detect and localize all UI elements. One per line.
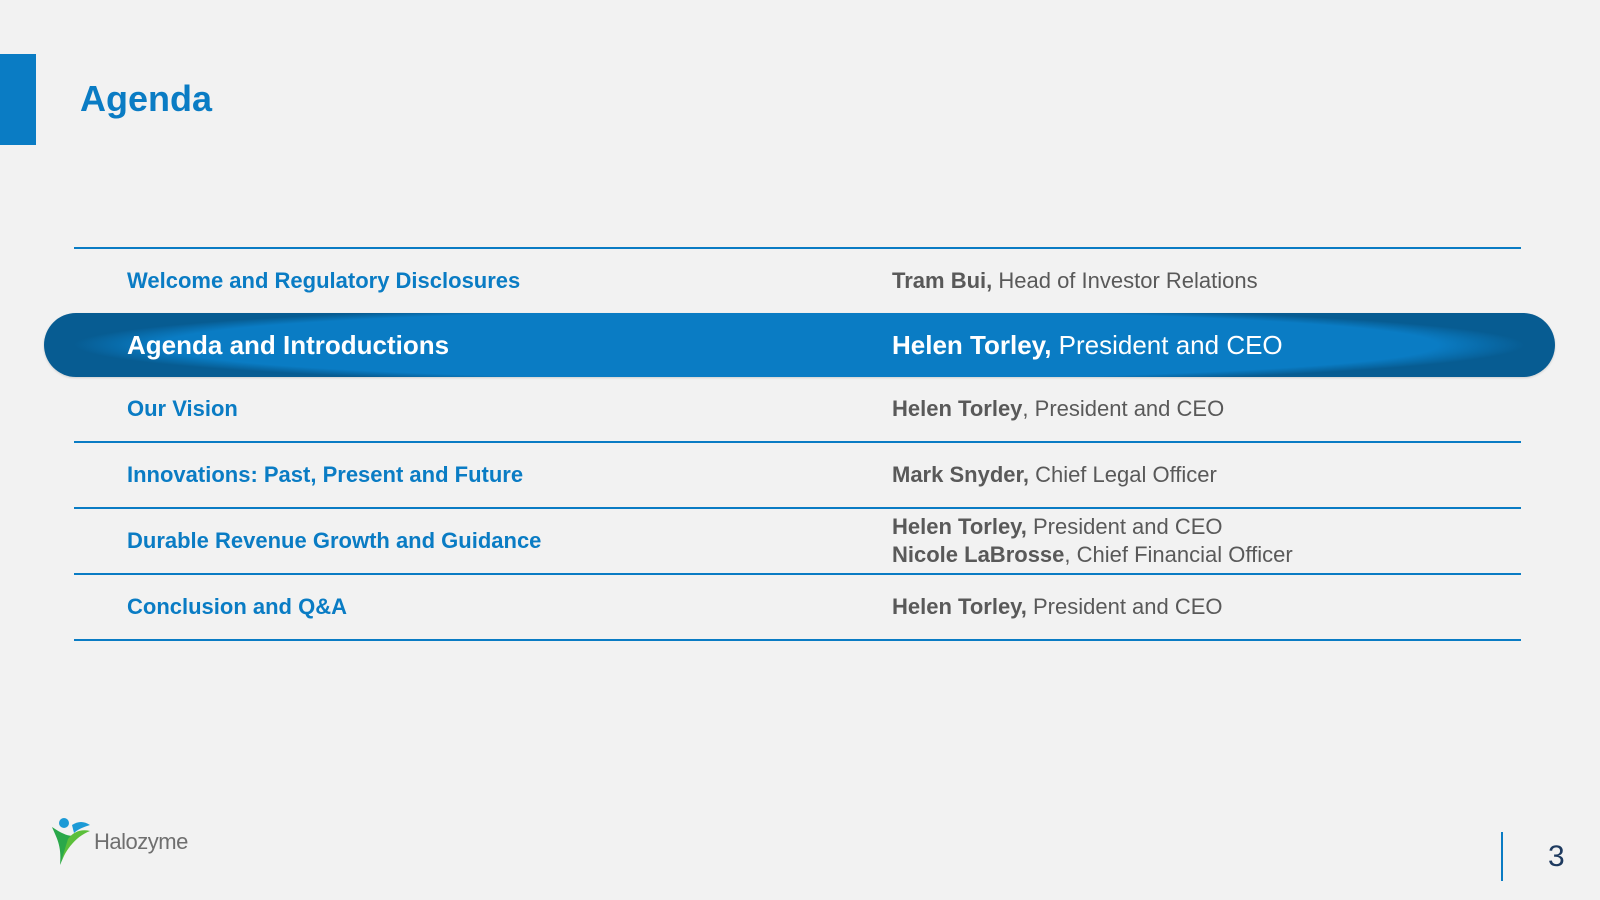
- agenda-presenter: Tram Bui, Head of Investor Relations: [892, 249, 1258, 313]
- agenda-table: Welcome and Regulatory Disclosures Tram …: [44, 247, 1555, 641]
- presenter-name: Helen Torley,: [892, 330, 1052, 360]
- slide-title: Agenda: [80, 78, 213, 119]
- presenter-role: President and CEO: [1051, 330, 1283, 360]
- agenda-topic: Agenda and Introductions: [127, 329, 450, 360]
- agenda-row-current: Agenda and Introductions Helen Torley, P…: [44, 313, 1555, 377]
- presenter-name: Nicole LaBrosse: [892, 542, 1065, 567]
- agenda-topic: Our Vision: [127, 396, 238, 421]
- agenda-presenter: Helen Torley, President and CEO: [892, 313, 1283, 377]
- agenda-row: Our Vision Helen Torley, President and C…: [74, 377, 1521, 443]
- agenda-presenter: Helen Torley, President and CEO Nicole L…: [892, 509, 1293, 573]
- company-logo: Halozyme: [48, 814, 198, 870]
- agenda-topic: Welcome and Regulatory Disclosures: [127, 268, 521, 293]
- agenda-row: Durable Revenue Growth and Guidance Hele…: [74, 509, 1521, 575]
- title-accent-bar: [0, 54, 36, 145]
- agenda-presenter: Helen Torley, President and CEO: [892, 575, 1223, 639]
- page-number: 3: [1548, 840, 1565, 873]
- presenter-name: Helen Torley: [892, 396, 1023, 421]
- agenda-topic: Conclusion and Q&A: [127, 594, 347, 619]
- agenda-row: Innovations: Past, Present and Future Ma…: [74, 443, 1521, 509]
- logo-wordmark: Halozyme: [94, 829, 188, 854]
- presenter-name: Tram Bui,: [892, 268, 993, 293]
- presenter-role: Head of Investor Relations: [992, 268, 1258, 293]
- presenter-role: , President and CEO: [1022, 396, 1225, 421]
- presenter-name: Helen Torley,: [892, 594, 1027, 619]
- agenda-presenter: Mark Snyder, Chief Legal Officer: [892, 443, 1217, 507]
- agenda-row: Conclusion and Q&A Helen Torley, Preside…: [74, 575, 1521, 641]
- agenda-row: Welcome and Regulatory Disclosures Tram …: [74, 249, 1521, 313]
- presenter-name: Mark Snyder,: [892, 462, 1029, 487]
- halozyme-figure-icon: [52, 818, 90, 865]
- page-number-divider: [1501, 832, 1503, 881]
- agenda-presenter: Helen Torley, President and CEO: [892, 377, 1224, 441]
- presenter-role: President and CEO: [1026, 594, 1223, 619]
- agenda-topic: Durable Revenue Growth and Guidance: [127, 528, 542, 553]
- presenter-role: President and CEO: [1026, 514, 1223, 539]
- presenter-name: Helen Torley,: [892, 514, 1027, 539]
- agenda-topic: Innovations: Past, Present and Future: [127, 462, 524, 487]
- presenter-role: , Chief Financial Officer: [1064, 542, 1293, 567]
- current-item-highlight: [44, 313, 1555, 377]
- presenter-role: Chief Legal Officer: [1028, 462, 1217, 487]
